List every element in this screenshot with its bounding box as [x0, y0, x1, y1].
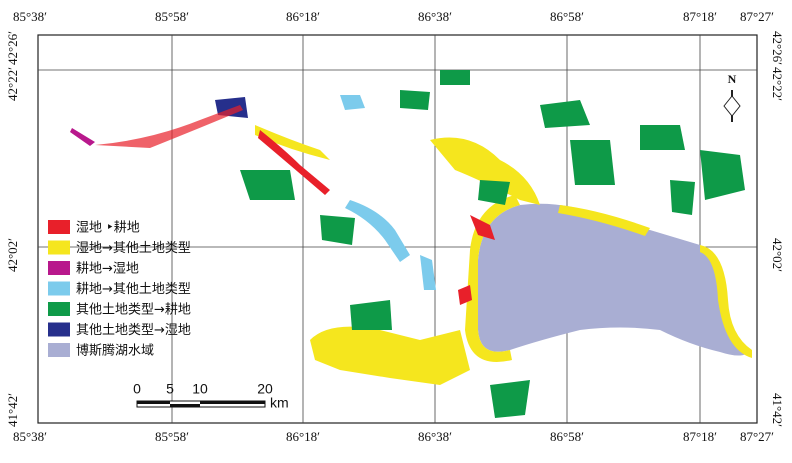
north-label: N	[728, 72, 737, 86]
cyan-area	[345, 200, 410, 262]
green-area	[670, 180, 695, 215]
legend-swatch	[48, 302, 70, 316]
north-arrow: N	[723, 72, 741, 122]
green-area	[490, 380, 530, 418]
right-coordinate: 42°22′	[770, 67, 785, 101]
legend-swatch	[48, 281, 70, 296]
green-area	[240, 170, 295, 200]
legend-swatch	[48, 240, 70, 255]
right-coordinate: 42°02′	[770, 238, 785, 272]
scale-label: 10	[192, 381, 208, 397]
scale-label: 0	[133, 381, 141, 397]
bottom-coordinate: 87°18′	[683, 429, 717, 444]
scale-segment	[137, 401, 170, 404]
top-coordinate: 86°18′	[286, 9, 320, 24]
coordinate-labels: 85°38′ 85°58′ 86°18′ 86°38′ 86°58′ 87°18′ 87°2…	[5, 9, 785, 444]
top-coordinate: 87°18′	[683, 9, 717, 24]
legend-label: 湿地 ‣耕地	[76, 220, 140, 236]
north-arrow-head	[723, 95, 741, 117]
bottom-coordinate: 86°58′	[550, 429, 584, 444]
bottom-coordinate: 86°18′	[286, 429, 320, 444]
bottom-coordinate: 85°58′	[155, 429, 189, 444]
cyan-area	[340, 95, 365, 110]
left-coordinate: 42°02′	[5, 238, 20, 272]
legend-label: 博斯腾湖水域	[76, 343, 154, 359]
legend-swatch	[48, 220, 70, 234]
purple-area	[70, 128, 95, 146]
scale-unit: km	[270, 395, 289, 411]
green-area	[320, 215, 355, 245]
legend-swatch	[48, 343, 70, 357]
green-area	[640, 125, 685, 150]
scale-segment	[170, 404, 200, 407]
bottom-coordinate: 86°38′	[418, 429, 452, 444]
yellow-area	[430, 137, 540, 205]
land-patches	[70, 70, 752, 418]
shore-change	[465, 195, 520, 362]
left-coordinate: 42°26′	[5, 31, 20, 65]
red-area	[458, 285, 472, 305]
lake	[478, 203, 750, 356]
yellow-area	[310, 326, 470, 385]
scale-label: 5	[166, 381, 174, 397]
legend-label: 其他土地类型→湿地	[76, 323, 191, 338]
left-coordinate: 42°22′	[5, 67, 20, 101]
legend-swatch	[48, 261, 70, 275]
red-area	[258, 130, 330, 195]
legend-label: 耕地→其他土地类型	[76, 281, 191, 297]
red-area	[470, 215, 495, 240]
legend-label: 湿地→其他土地类型	[76, 241, 191, 256]
green-area	[478, 180, 510, 205]
right-coordinate: 42°26′	[770, 31, 785, 65]
green-area	[440, 70, 470, 85]
river-change	[95, 105, 243, 148]
bottom-coordinate: 85°38′	[13, 429, 47, 444]
legend: 湿地 ‣耕地湿地→其他土地类型耕地→湿地耕地→其他土地类型其他土地类型→耕地其他…	[48, 220, 191, 359]
green-area	[350, 300, 392, 330]
top-coordinate: 85°38′	[13, 9, 47, 24]
yellow-area	[255, 125, 330, 160]
scale-label: 20	[257, 381, 273, 397]
top-coordinate: 87°27′	[740, 9, 774, 24]
legend-label: 其他土地类型→耕地	[76, 302, 191, 318]
map-frame	[37, 34, 758, 424]
shore-change	[558, 205, 650, 236]
left-coordinate: 41°42′	[5, 393, 20, 427]
right-coordinate: 41°42′	[770, 393, 785, 427]
cyan-area	[420, 255, 436, 290]
green-area	[540, 100, 590, 128]
green-area	[700, 150, 745, 200]
legend-label: 耕地→湿地	[76, 261, 139, 277]
green-area	[570, 140, 615, 185]
top-coordinate: 86°58′	[550, 9, 584, 24]
scale-segment	[200, 401, 265, 404]
bottom-coordinate: 87°27′	[740, 429, 774, 444]
green-area	[400, 90, 430, 110]
top-coordinate: 85°58′	[155, 9, 189, 24]
top-coordinate: 86°38′	[418, 9, 452, 24]
legend-swatch	[48, 322, 70, 337]
shore-change	[700, 245, 752, 358]
